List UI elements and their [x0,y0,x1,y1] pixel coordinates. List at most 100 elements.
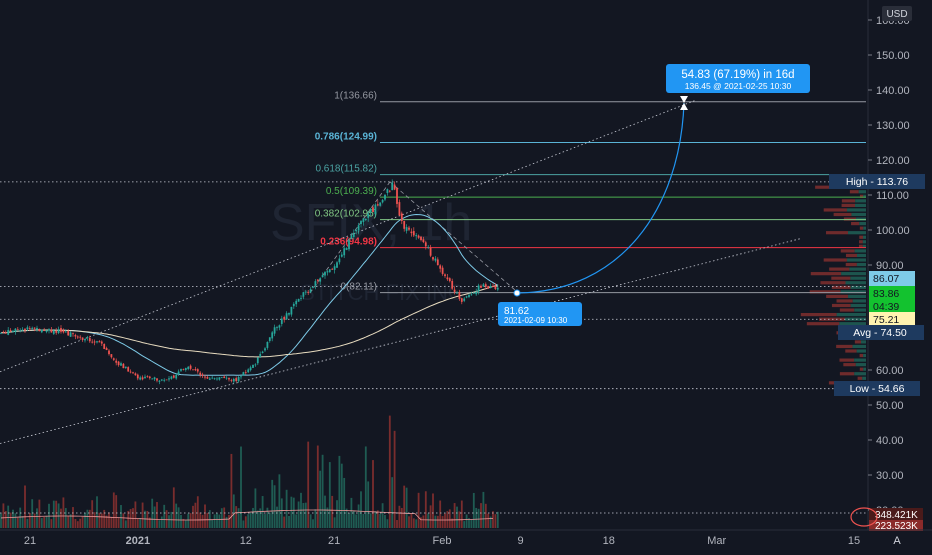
upper-channel-line[interactable] [0,100,696,373]
volume-profile-bar-down [826,231,849,235]
volume-bar [417,492,420,528]
volume-bar [468,518,470,528]
candle-body [252,364,254,368]
candle-body [405,227,408,231]
candle-body [367,213,370,218]
candle-body [307,292,310,293]
projection-start-label[interactable]: 81.62 2021-02-09 10:30 [498,302,582,326]
target-date-text: 136.45 @ 2021-02-25 10:30 [685,81,792,91]
volume-label-last-text: 223.523K [875,521,918,532]
volume-label-ma: 348.421K [869,508,923,521]
candle-body [230,380,233,382]
candle-body [216,378,218,380]
candle-body [472,292,475,294]
candle-body [345,248,348,250]
volume-profile-bar-up [855,203,866,207]
candle-body [436,259,439,266]
projection-end-marker[interactable] [680,96,688,110]
candle-body [40,329,43,333]
fib-anchor-line-down[interactable] [389,181,519,293]
volume-bar [108,512,110,528]
candle-body [398,202,401,216]
trend-lines[interactable] [0,100,866,514]
volume-profile-bar-up [852,344,866,349]
volume-profile-bar-up [836,313,866,317]
candle-body [244,372,247,374]
time-axis-ticks[interactable]: 21 2021 12 21 Feb 9 18 Mar 15 [24,535,860,547]
candle-body [93,341,96,343]
volume-bar [69,514,72,528]
candle-body [333,266,336,270]
candle-body [369,208,372,213]
candle-body [463,298,466,301]
candle-body [189,365,192,369]
volume-bar [297,501,300,528]
projection-arc[interactable] [516,102,685,294]
volume-bar [434,515,437,528]
volume-bar [74,519,77,528]
candle-body [240,376,242,378]
candle-body [235,378,238,382]
volume-bar [98,512,101,528]
fib-level-label: 0.5(109.39) [326,186,377,197]
candle-body [259,353,262,357]
volume-bar [415,519,418,528]
candle-body [163,379,166,381]
fib-retracement[interactable]: 1(136.66) 0.786(124.99) 0.618(115.82) 0.5(1… [315,91,866,294]
candle-body [494,285,497,290]
candle-body [487,285,490,289]
candle-body [67,331,70,336]
candle-body [148,376,151,379]
volume-bar [204,504,206,528]
projection-target-label[interactable]: 54.83 (67.19%) in 16d 136.45 @ 2021-02-2… [666,64,810,93]
price-label-current: 83.86 04:39 [869,286,915,314]
candle-body [28,328,31,330]
volume-bar [472,492,475,528]
volume-profile-bar-down [845,253,857,258]
volume-profile-bar-up [839,322,866,326]
candle-body [328,269,331,273]
volume-profile-bar-up [851,212,866,217]
candle-body [429,247,432,256]
candle-body [379,202,382,206]
volume-bar [256,510,259,528]
candle-body [168,378,170,380]
volume-bar [148,517,151,528]
lower-channel-line[interactable] [0,238,801,444]
candle-body [324,272,326,276]
volume-profile-bar-down [806,322,840,326]
volume-bar [333,517,336,528]
volume-profile-bar-down [831,285,851,289]
volume-bar [484,503,487,528]
candles [0,179,499,385]
volume-bar [290,496,293,528]
volume-bar [259,508,262,528]
volume-bar [208,510,211,528]
volume-bar [412,518,415,528]
candle-body [460,298,463,302]
volume-bar [153,506,156,528]
volume-profile-bar-down [836,299,853,303]
volume-profile-bar-up [863,367,866,371]
candle-body [276,327,278,329]
volume-bar [213,514,216,528]
volume-bar [60,508,62,528]
volume-profile-bar-up [863,353,866,358]
volume-profile-bar-down [859,240,863,244]
projection-start-point[interactable] [513,289,521,297]
candle-body [115,360,118,363]
candle-body [352,233,355,237]
volume-bar [470,519,473,528]
candle-body [24,328,26,331]
volume-bar [146,510,149,528]
volume-bar [7,505,10,528]
auto-scale-button[interactable]: A [893,535,901,547]
price-label-high-text: High - 113.76 [846,176,908,188]
volume-bar [369,513,372,528]
candle-body [393,184,396,190]
fib-anchor-line-up[interactable] [309,181,391,294]
volume-bar [429,505,432,528]
candle-body [256,357,259,364]
candle-body [72,333,74,335]
